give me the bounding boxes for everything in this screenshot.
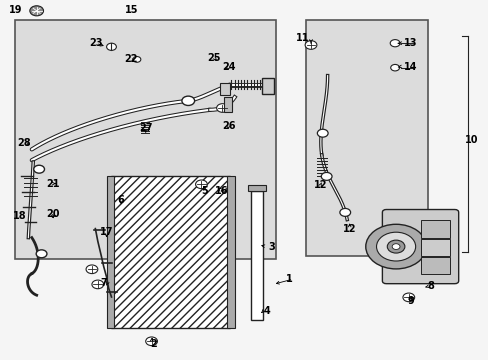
Circle shape: [390, 64, 399, 71]
Circle shape: [317, 129, 327, 137]
Circle shape: [321, 172, 331, 180]
Circle shape: [365, 224, 426, 269]
Circle shape: [389, 40, 399, 47]
Text: 3: 3: [268, 242, 275, 252]
Text: 12: 12: [313, 180, 326, 190]
Text: 2: 2: [150, 339, 157, 349]
Circle shape: [30, 6, 43, 16]
Bar: [111, 176, 229, 328]
Text: 22: 22: [124, 54, 138, 64]
Text: 10: 10: [464, 135, 478, 145]
Text: 9: 9: [407, 296, 413, 306]
Text: 18: 18: [13, 211, 26, 221]
Text: 15: 15: [125, 5, 139, 15]
Text: 7: 7: [101, 278, 107, 288]
Text: 12: 12: [342, 224, 356, 234]
Text: 28: 28: [18, 138, 31, 148]
Text: 4: 4: [263, 306, 270, 316]
Text: 14: 14: [403, 62, 417, 72]
Circle shape: [402, 293, 414, 302]
Text: 26: 26: [222, 121, 235, 131]
Bar: [261, 78, 273, 94]
Text: 23: 23: [89, 38, 103, 48]
Bar: [420, 220, 449, 238]
Circle shape: [391, 244, 399, 249]
Circle shape: [133, 57, 141, 62]
Bar: [420, 239, 449, 256]
Bar: [106, 176, 114, 328]
Circle shape: [145, 337, 157, 346]
Text: 19: 19: [9, 5, 23, 15]
Text: 17: 17: [100, 227, 113, 237]
Text: 27: 27: [139, 123, 152, 133]
Bar: [227, 176, 234, 328]
Circle shape: [216, 104, 228, 112]
Circle shape: [305, 41, 316, 49]
Circle shape: [92, 280, 103, 289]
Bar: [250, 191, 263, 320]
Circle shape: [195, 180, 207, 189]
Circle shape: [34, 165, 44, 173]
FancyBboxPatch shape: [382, 210, 458, 284]
Bar: [220, 83, 229, 95]
Text: 25: 25: [207, 53, 221, 63]
Bar: [420, 257, 449, 274]
Bar: [248, 185, 265, 191]
Circle shape: [86, 265, 98, 274]
Bar: [15, 20, 276, 259]
Text: 21: 21: [46, 179, 60, 189]
Bar: [224, 97, 232, 112]
Bar: [305, 20, 427, 256]
Text: 8: 8: [427, 281, 434, 291]
Circle shape: [376, 232, 415, 261]
Text: 16: 16: [214, 186, 228, 196]
Circle shape: [36, 250, 47, 258]
Text: 24: 24: [222, 62, 235, 72]
Circle shape: [339, 208, 350, 216]
Text: 20: 20: [46, 209, 60, 219]
Text: 11: 11: [295, 33, 308, 43]
Circle shape: [182, 96, 194, 105]
Text: 6: 6: [117, 195, 124, 205]
Text: 1: 1: [285, 274, 292, 284]
Circle shape: [386, 240, 404, 253]
Text: 13: 13: [403, 38, 417, 48]
Circle shape: [106, 43, 116, 50]
Text: 5: 5: [201, 186, 207, 196]
